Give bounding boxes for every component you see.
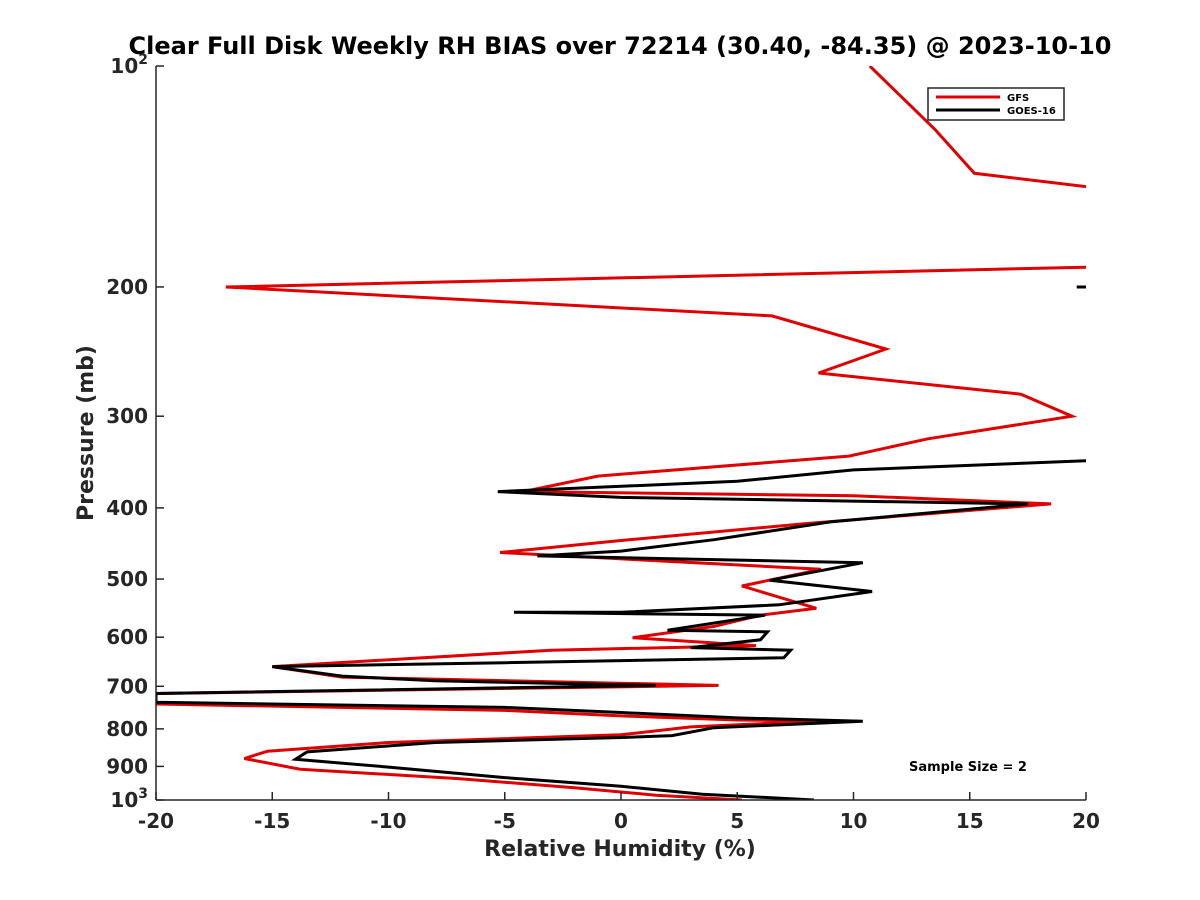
x-tick-label: -15 — [254, 809, 290, 833]
legend-box — [927, 87, 1065, 121]
y-axis-label: Pressure (mb) — [74, 345, 99, 521]
y-tick-label: 900 — [106, 754, 148, 778]
legend-label-gfs: GFS — [1007, 93, 1029, 104]
plot-area: -20 -15 -10 -5 0 5 10 15 20 102 200 300 400 500 600 700… — [106, 52, 1100, 833]
sample-size-annotation: Sample Size = 2 — [909, 760, 1027, 775]
y-tick-label: 700 — [106, 674, 148, 698]
y-tick-label: 800 — [106, 717, 148, 741]
series-line-gfs-upper — [868, 66, 1086, 189]
x-tick-label: -5 — [494, 809, 516, 833]
series-line-gfs — [156, 265, 1086, 800]
x-tick-label: -10 — [370, 809, 406, 833]
y-tick-label: 102 — [110, 52, 148, 78]
legend-label-goes16: GOES-16 — [1007, 106, 1056, 117]
series-layer — [156, 66, 1086, 800]
x-tick-label: -20 — [138, 809, 174, 833]
y-tick-label: 500 — [106, 567, 148, 591]
y-tick-label: 300 — [106, 404, 148, 428]
chart-title: Clear Full Disk Weekly RH BIAS over 7221… — [129, 32, 1112, 60]
x-tick-label: 20 — [1072, 809, 1100, 833]
legend: GFS GOES-16 — [927, 87, 1065, 121]
x-axis-label: Relative Humidity (%) — [484, 837, 756, 862]
x-tick-label: 15 — [956, 809, 984, 833]
y-tick-label: 400 — [106, 496, 148, 520]
x-tick-label: 0 — [614, 809, 628, 833]
y-tick-label: 200 — [106, 275, 148, 299]
ticks-layer: -20 -15 -10 -5 0 5 10 15 20 102 200 300 400 500 600 700… — [106, 52, 1100, 833]
series-line-goes-16 — [156, 459, 1086, 800]
y-tick-label: 600 — [106, 625, 148, 649]
x-tick-label: 5 — [730, 809, 744, 833]
x-tick-label: 10 — [840, 809, 868, 833]
y-tick-label: 103 — [110, 786, 148, 812]
